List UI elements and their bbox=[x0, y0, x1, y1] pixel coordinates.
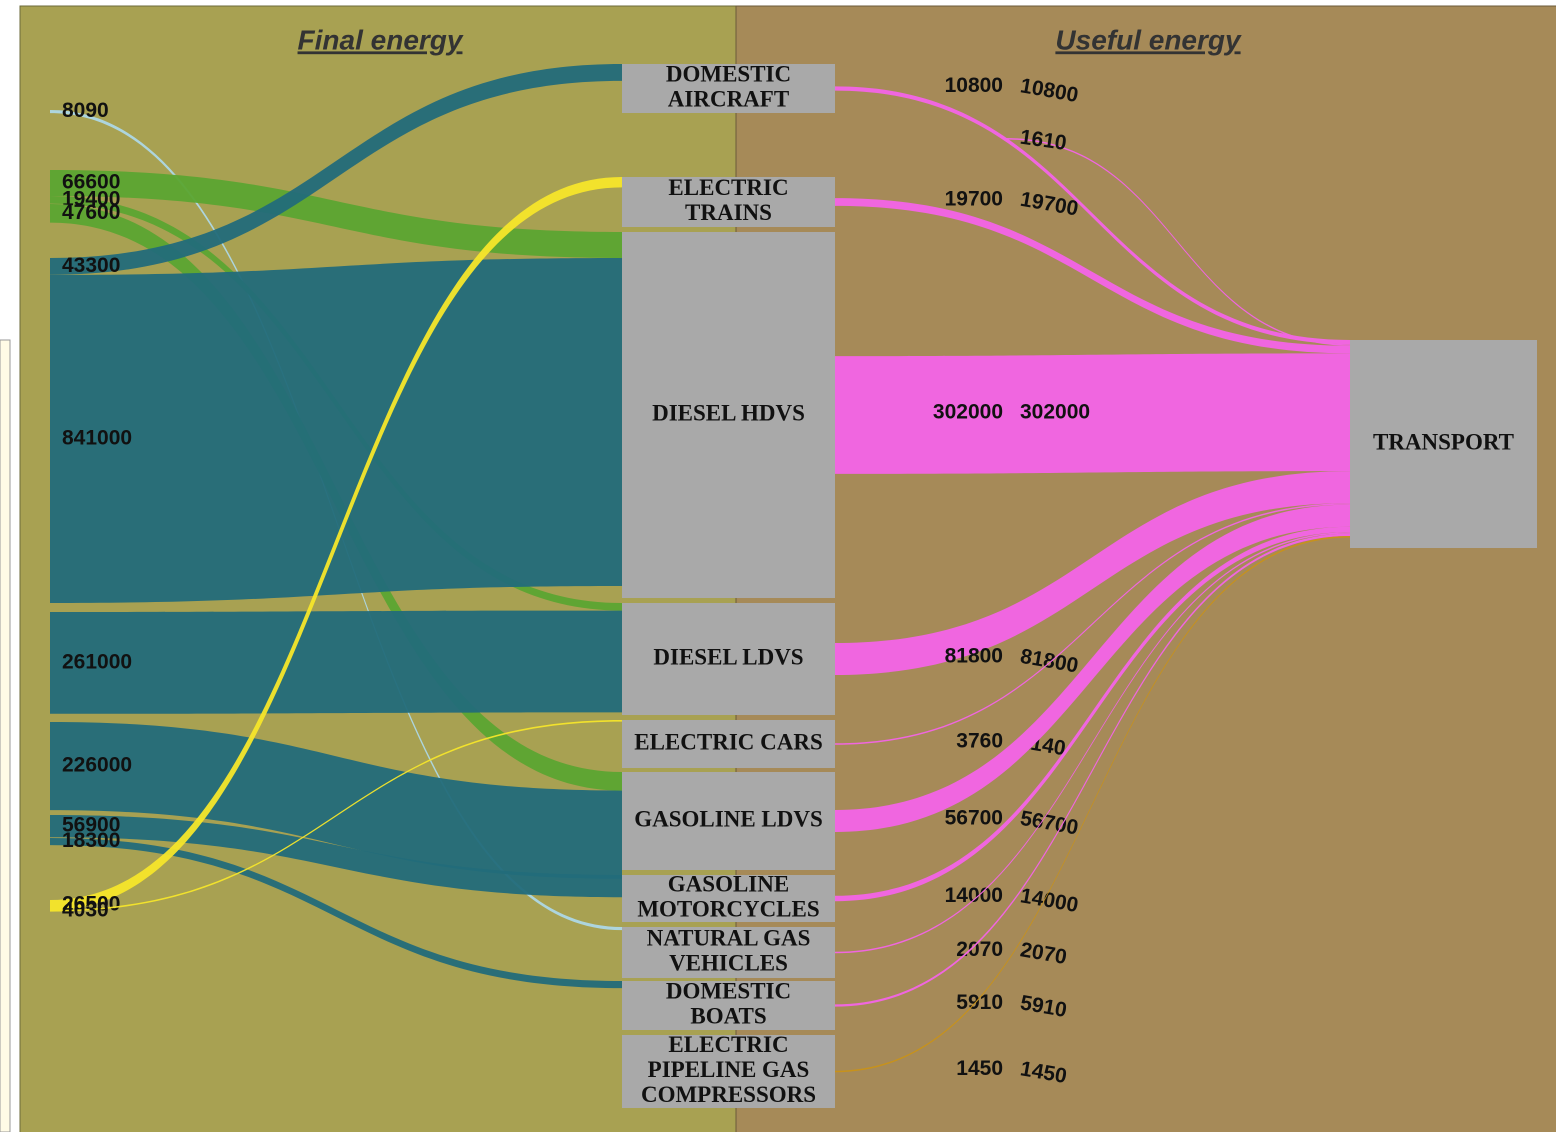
node-label: DIESEL LDVS bbox=[653, 644, 803, 669]
node bbox=[622, 927, 835, 978]
flow-label: 841000 bbox=[62, 427, 132, 450]
node bbox=[622, 232, 835, 598]
flow bbox=[835, 535, 1350, 1073]
flow bbox=[835, 533, 1350, 1007]
flow bbox=[50, 838, 622, 989]
flow bbox=[50, 64, 622, 275]
node bbox=[622, 177, 835, 227]
side-panel bbox=[0, 339, 11, 1132]
flow bbox=[50, 610, 622, 714]
flow bbox=[50, 815, 622, 898]
flow bbox=[50, 177, 622, 911]
node-label: COMPRESSORS bbox=[641, 1082, 816, 1107]
flow-label: 18300 bbox=[62, 829, 120, 852]
node-label: ELECTRIC CARS bbox=[634, 729, 823, 754]
flow-label: 10800 bbox=[945, 74, 1003, 97]
node bbox=[622, 64, 835, 113]
node bbox=[622, 875, 835, 922]
flow-label: 19700 bbox=[945, 188, 1003, 211]
node bbox=[622, 772, 835, 870]
node bbox=[622, 603, 835, 715]
node-label: BOATS bbox=[690, 1003, 766, 1028]
flow bbox=[835, 503, 1350, 745]
flow bbox=[835, 86, 1350, 345]
flow bbox=[835, 526, 1350, 902]
node-label: ELECTRIC bbox=[668, 1032, 788, 1057]
flow-label: 66600 bbox=[62, 171, 120, 194]
flow-label: 47600 bbox=[62, 201, 120, 224]
node-label: NATURAL GAS bbox=[647, 925, 811, 950]
flow-label: 4030 bbox=[62, 898, 109, 921]
node-label: VEHICLES bbox=[669, 950, 788, 975]
node-label: GASOLINE LDVS bbox=[634, 806, 823, 831]
flow bbox=[835, 532, 1350, 954]
node-label: DOMESTIC bbox=[666, 61, 791, 86]
node-label: AIRCRAFT bbox=[668, 86, 789, 111]
node-label: ELECTRIC bbox=[668, 175, 788, 200]
node-label: TRAINS bbox=[685, 200, 772, 225]
flow-label: 5910 bbox=[956, 991, 1003, 1014]
flow-label: 3760 bbox=[956, 730, 1003, 753]
node-label: DOMESTIC bbox=[666, 978, 791, 1003]
node-label: DIESEL HDVS bbox=[652, 400, 805, 425]
flow bbox=[50, 257, 622, 603]
flow-label: 14000 bbox=[945, 884, 1003, 907]
node-label: PIPELINE GAS bbox=[648, 1057, 810, 1082]
flow bbox=[50, 170, 622, 258]
flow bbox=[835, 353, 1350, 474]
node bbox=[622, 981, 835, 1030]
flow-label: 261000 bbox=[62, 650, 132, 673]
flow bbox=[50, 722, 622, 879]
node-label: TRANSPORT bbox=[1373, 429, 1514, 454]
flow-label: 2070 bbox=[956, 938, 1003, 961]
flow-label: 8090 bbox=[62, 99, 109, 122]
flow bbox=[835, 198, 1350, 354]
node bbox=[622, 1035, 835, 1108]
flow-label: 43300 bbox=[62, 254, 120, 277]
flow-label: 302000 bbox=[1020, 401, 1090, 424]
flow-label: 56700 bbox=[945, 807, 1003, 830]
flow-label: 1450 bbox=[956, 1057, 1003, 1080]
flow bbox=[50, 720, 622, 912]
flow-label: 81800 bbox=[945, 645, 1003, 668]
flow bbox=[1005, 138, 1350, 346]
flow-label: 19400 bbox=[62, 187, 120, 210]
flow-label: 226000 bbox=[62, 754, 132, 777]
flow bbox=[835, 504, 1350, 833]
flow-label: 56900 bbox=[62, 814, 120, 837]
node-label: MOTORCYCLES bbox=[637, 896, 819, 921]
panel-title: Useful energy bbox=[1055, 24, 1242, 55]
useful-panel bbox=[735, 5, 1556, 1132]
flow bbox=[835, 471, 1350, 675]
node bbox=[1350, 340, 1537, 548]
panel-title: Final energy bbox=[298, 24, 464, 55]
node bbox=[622, 720, 835, 768]
node-label: GASOLINE bbox=[668, 871, 789, 896]
flow-label: 302000 bbox=[933, 401, 1003, 424]
